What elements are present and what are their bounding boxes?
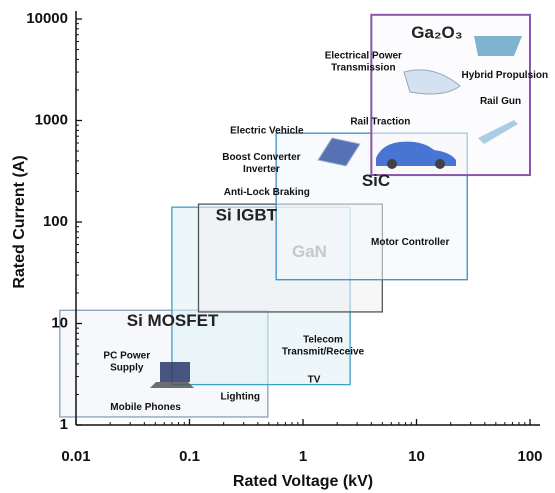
x-tick-label: 0.01 [61, 448, 90, 465]
x-tick-label: 0.1 [179, 448, 200, 465]
region-label: SiC [362, 171, 390, 190]
annotation: Supply [110, 362, 144, 373]
region-label: Si IGBT [216, 205, 278, 224]
region-label: Si MOSFET [127, 311, 219, 330]
annotation: Electrical Power [325, 50, 402, 61]
region-label: GaN [292, 242, 327, 261]
annotation: Telecom [303, 335, 343, 346]
y-axis-label: Rated Current (A) [11, 155, 28, 288]
wheel [435, 159, 445, 169]
chart: 0.01 0.1 1 10 100 1 10 100 1000 10000 Si MOSFET Si… [0, 0, 555, 493]
annotation: Boost Converter [222, 152, 300, 163]
y-tick-label: 100 [43, 213, 68, 230]
annotation: Anti-Lock Braking [224, 187, 310, 198]
annotation: Lighting [221, 391, 260, 402]
laptop-icon [160, 362, 190, 382]
x-tick-label: 1 [299, 448, 307, 465]
annotation: TV [308, 374, 321, 385]
y-tick-label: 10 [51, 314, 68, 331]
x-tick-label: 100 [517, 448, 542, 465]
annotation: Rail Traction [350, 116, 410, 127]
x-axis-label: Rated Voltage (kV) [233, 473, 373, 490]
region-label: Ga₂O₃ [411, 23, 462, 42]
annotation: Electric Vehicle [230, 126, 304, 137]
y-tick-label: 10000 [26, 10, 68, 27]
ship-icon [474, 36, 522, 56]
annotation: Motor Controller [371, 237, 449, 248]
annotation: Rail Gun [480, 96, 521, 107]
annotation: Inverter [243, 164, 280, 175]
y-tick-label: 1000 [35, 111, 68, 128]
y-tick-label: 1 [60, 416, 68, 433]
annotation: Mobile Phones [110, 402, 181, 413]
annotation: Hybrid Propulsion [461, 70, 548, 81]
laptop-base [150, 382, 194, 388]
annotation: PC Power [103, 350, 150, 361]
annotation: Transmission [331, 62, 395, 73]
wheel [387, 159, 397, 169]
annotation: Transmit/Receive [282, 347, 365, 358]
x-tick-label: 10 [408, 448, 425, 465]
